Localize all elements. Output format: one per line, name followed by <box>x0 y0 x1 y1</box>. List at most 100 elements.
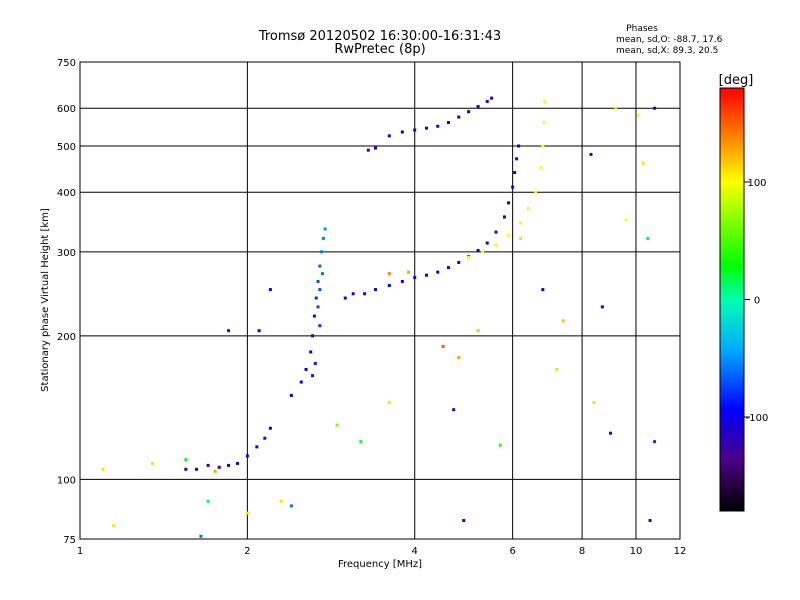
y-tick-labels: 75 100 200 300 400 500 600 750 <box>57 58 76 546</box>
chart-subtitle: RwPretec (8p) <box>334 42 425 57</box>
data-point <box>534 190 538 194</box>
data-point <box>494 230 498 234</box>
data-point <box>600 305 604 309</box>
data-point <box>485 241 489 245</box>
data-point <box>194 467 198 471</box>
data-point <box>425 126 429 130</box>
data-point <box>541 288 545 292</box>
x-tick-label: 10 <box>630 546 643 557</box>
data-point <box>318 288 322 292</box>
y-tick-label: 300 <box>57 248 76 259</box>
data-point <box>304 367 308 371</box>
data-point <box>490 96 494 100</box>
data-point <box>425 273 429 277</box>
x-tick-label: 6 <box>509 546 515 557</box>
y-tick-label: 600 <box>57 104 76 115</box>
data-point <box>561 319 565 323</box>
data-point <box>592 400 596 404</box>
x-axis-label: Frequency [MHz] <box>338 559 422 570</box>
data-point <box>363 292 367 296</box>
data-point <box>511 185 515 189</box>
y-tick-label: 75 <box>63 535 76 546</box>
x-tick-labels: 1 2 4 6 8 10 12 <box>77 546 687 557</box>
data-point <box>555 367 559 371</box>
data-point <box>184 458 188 462</box>
x-tick-label: 2 <box>244 546 250 557</box>
data-point <box>641 161 645 165</box>
data-point <box>206 499 210 503</box>
data-point <box>321 236 325 240</box>
data-point <box>436 124 440 128</box>
data-point <box>387 283 391 287</box>
data-point <box>457 115 461 119</box>
data-point <box>279 499 283 503</box>
phases-x-stats: mean, sd,X: 89.3, 20.5 <box>616 46 718 56</box>
data-point <box>467 255 471 259</box>
data-point <box>515 157 519 161</box>
data-point <box>476 105 480 109</box>
data-point <box>320 272 324 276</box>
data-point <box>646 236 650 240</box>
data-point <box>263 436 267 440</box>
plot-frame <box>79 61 681 540</box>
data-point <box>213 469 217 473</box>
colorbar-tick-label: 100 <box>747 178 766 189</box>
data-point <box>446 266 450 270</box>
y-tick-label: 200 <box>57 332 76 343</box>
data-point <box>636 113 640 117</box>
x-tick-label: 4 <box>412 546 418 557</box>
y-tick-label: 750 <box>57 58 76 69</box>
phases-o-stats: mean, sd,O: -88.7, 17.6 <box>616 35 723 45</box>
colorbar-tick-label: 0 <box>754 296 760 307</box>
data-point <box>316 279 320 283</box>
data-point <box>257 329 261 333</box>
data-point <box>318 264 322 268</box>
data-point <box>507 201 511 205</box>
data-point <box>373 288 377 292</box>
data-point <box>217 465 221 469</box>
data-point <box>519 236 523 240</box>
colorbar <box>719 87 745 512</box>
data-point <box>407 270 411 274</box>
data-point <box>351 292 355 296</box>
data-point <box>653 106 657 110</box>
data-point <box>436 270 440 274</box>
data-point <box>245 454 249 458</box>
data-point <box>624 218 628 222</box>
data-point <box>268 426 272 430</box>
data-point <box>359 440 363 444</box>
colorbar-tick-label: -100 <box>746 413 769 424</box>
data-point <box>513 170 517 174</box>
data-point <box>316 305 320 309</box>
data-point <box>589 152 593 156</box>
data-point <box>335 423 339 427</box>
data-point <box>519 221 523 225</box>
y-tick-label: 500 <box>57 142 76 153</box>
data-point <box>648 519 652 523</box>
data-point <box>467 110 471 114</box>
data-point <box>323 227 327 231</box>
data-point <box>400 130 404 134</box>
data-point <box>494 243 498 247</box>
data-point <box>462 519 466 523</box>
data-point <box>373 146 377 150</box>
data-point <box>299 380 303 384</box>
data-point <box>311 334 315 338</box>
data-point <box>441 344 445 348</box>
data-point <box>614 106 618 110</box>
data-point <box>413 128 417 132</box>
data-point <box>112 524 116 528</box>
grid-lines <box>80 62 680 539</box>
data-point <box>413 276 417 280</box>
data-point <box>507 233 511 237</box>
data-point <box>476 248 480 252</box>
data-point <box>387 400 391 404</box>
data-point <box>311 374 315 378</box>
data-point <box>400 279 404 283</box>
data-point <box>101 467 105 471</box>
data-point <box>609 431 613 435</box>
data-point <box>255 445 259 449</box>
data-point <box>289 393 293 397</box>
data-point <box>485 99 489 103</box>
